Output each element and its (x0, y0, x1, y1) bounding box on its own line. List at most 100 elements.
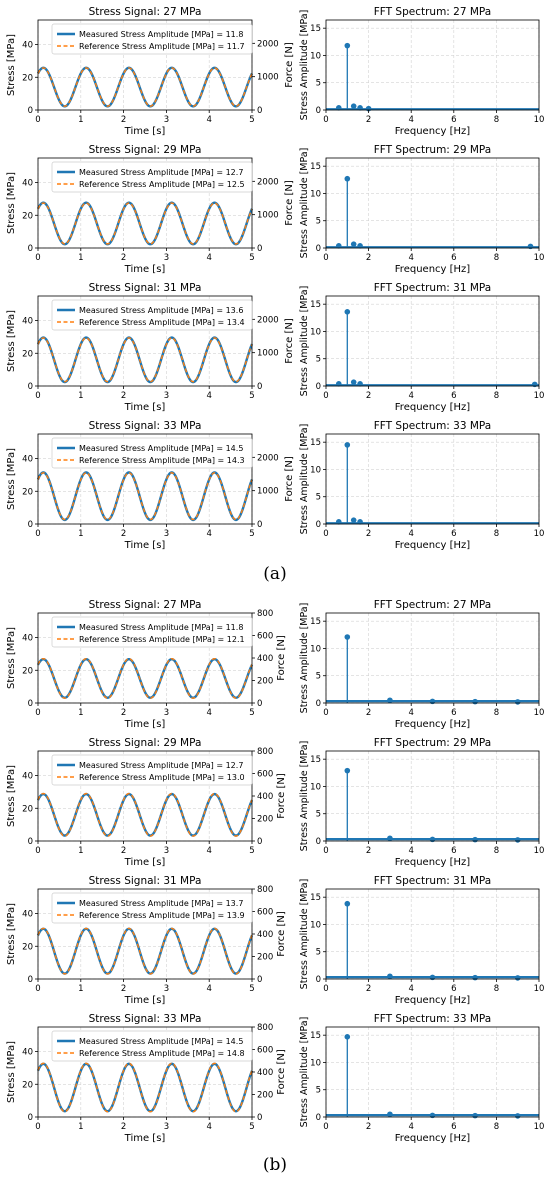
x-tick-label: 2 (121, 708, 126, 718)
legend: Measured Stress Amplitude [MPa] = 13.7 Re… (51, 892, 253, 924)
y-tick-label: 0 (28, 1113, 33, 1123)
y2-tick-label: 1000 (257, 211, 279, 221)
y-tick-label: 10 (310, 465, 321, 475)
panel-title: FFT Spectrum: 33 MPa (374, 1013, 491, 1025)
x-tick-label: 6 (451, 115, 456, 125)
y-axis-label: Stress Amplitude [MPa] (299, 286, 310, 397)
y-tick-label: 0 (316, 244, 321, 254)
x-tick-label: 5 (249, 708, 254, 718)
x-tick-label: 0 (35, 846, 40, 856)
fft-stem-marker (387, 973, 393, 980)
y-axis-label: Stress [MPa] (6, 903, 17, 965)
x-axis-label: Frequency [Hz] (395, 264, 471, 275)
reference-series-line (37, 337, 253, 383)
x-tick-label: 10 (534, 529, 545, 539)
axes-frame (325, 750, 540, 842)
fft-stem-marker (387, 697, 393, 704)
y-tick-label: 20 (22, 666, 33, 676)
y-tick-label: 0 (28, 837, 33, 847)
legend: Measured Stress Amplitude [MPa] = 14.5 Re… (51, 1030, 253, 1062)
x-tick-label: 2 (366, 1122, 371, 1132)
x-tick-label: 6 (451, 846, 456, 856)
legend-entry: Reference Stress Amplitude [MPa] = 13.4 (79, 318, 245, 327)
axes-frame (325, 295, 540, 387)
fft-stem-marker (335, 243, 342, 249)
panel-title: Stress Signal: 33 MPa (89, 1013, 202, 1025)
x-tick-label: 2 (121, 1122, 126, 1132)
x-tick-label: 0 (35, 391, 40, 401)
x-axis-label: Frequency [Hz] (395, 719, 471, 730)
x-tick-label: 2 (366, 253, 371, 263)
panel-title: Stress Signal: 29 MPa (89, 144, 202, 156)
x-axis-label: Frequency [Hz] (395, 126, 471, 137)
x-axis-label: Time [s] (124, 402, 166, 413)
x-tick-label: 4 (206, 1122, 211, 1132)
x-tick-label: 4 (206, 253, 211, 263)
y2-tick-label: 0 (257, 520, 262, 530)
fft-spectrum-panel-a-4: FFT Spectrum: 33 MPa 0 2 4 6 8 10 0 5 10 15 Frequen… (299, 420, 544, 551)
legend-entry: Reference Stress Amplitude [MPa] = 14.8 (79, 1049, 245, 1058)
legend: Measured Stress Amplitude [MPa] = 12.7 Re… (51, 161, 253, 193)
fft-stem-marker (472, 974, 478, 981)
y-tick-label: 40 (22, 179, 33, 189)
fft-stem-marker (472, 698, 478, 705)
legend-entry: Measured Stress Amplitude [MPa] = 13.6 (79, 306, 243, 315)
fft-stem-marker (350, 379, 357, 385)
caption-a: (a) (263, 564, 287, 584)
legend-entry: Measured Stress Amplitude [MPa] = 12.7 (79, 761, 243, 770)
x-tick-label: 5 (249, 115, 254, 125)
y-tick-label: 5 (316, 810, 321, 820)
reference-series-line (37, 792, 253, 837)
y-axis-label: Stress Amplitude [MPa] (299, 879, 310, 990)
panel-title: Stress Signal: 29 MPa (89, 737, 202, 749)
y-tick-label: 15 (310, 438, 321, 448)
y2-tick-label: 1000 (257, 73, 279, 83)
y-tick-label: 15 (310, 162, 321, 172)
panel-title: Stress Signal: 31 MPa (89, 282, 202, 294)
legend-entry: Measured Stress Amplitude [MPa] = 14.5 (79, 444, 243, 453)
x-tick-label: 10 (534, 984, 545, 994)
x-tick-label: 8 (494, 253, 499, 263)
y2-tick-label: 400 (257, 1068, 273, 1078)
x-axis-label: Frequency [Hz] (395, 995, 471, 1006)
legend-box (51, 299, 253, 331)
fft-stem-marker (357, 105, 363, 111)
y-tick-label: 5 (316, 355, 321, 365)
axes-frame (325, 888, 540, 980)
y-tick-label: 40 (22, 41, 33, 51)
axes-frame (37, 433, 253, 525)
x-tick-label: 0 (35, 984, 40, 994)
x-tick-label: 0 (323, 115, 328, 125)
x-tick-label: 5 (249, 253, 254, 263)
y-tick-label: 0 (28, 975, 33, 985)
x-tick-label: 2 (121, 253, 126, 263)
reference-series-line (37, 927, 253, 975)
y-tick-label: 40 (22, 772, 33, 782)
x-tick-label: 4 (408, 529, 413, 539)
y-axis-label: Stress Amplitude [MPa] (299, 741, 310, 852)
axes-frame (325, 19, 540, 111)
x-tick-label: 2 (366, 984, 371, 994)
x-tick-label: 3 (164, 1122, 169, 1132)
x-axis-label: Time [s] (124, 995, 166, 1006)
y-tick-label: 5 (316, 672, 321, 682)
y2-tick-label: 200 (257, 1091, 273, 1101)
y2-tick-label: 200 (257, 677, 273, 687)
x-tick-label: 0 (35, 529, 40, 539)
y-tick-label: 5 (316, 948, 321, 958)
y-tick-label: 40 (22, 1048, 33, 1058)
y-axis-label: Stress Amplitude [MPa] (299, 603, 310, 714)
x-tick-label: 3 (164, 115, 169, 125)
x-tick-label: 6 (451, 391, 456, 401)
y-axis-label: Stress [MPa] (6, 172, 17, 234)
fft-stem-marker (357, 243, 363, 249)
y-tick-label: 20 (22, 487, 33, 497)
legend-box (51, 23, 253, 55)
legend-box (51, 437, 253, 469)
x-tick-label: 2 (121, 529, 126, 539)
reference-series-line (37, 202, 253, 245)
y-tick-label: 15 (310, 617, 321, 627)
legend-entry: Measured Stress Amplitude [MPa] = 13.7 (79, 899, 243, 908)
